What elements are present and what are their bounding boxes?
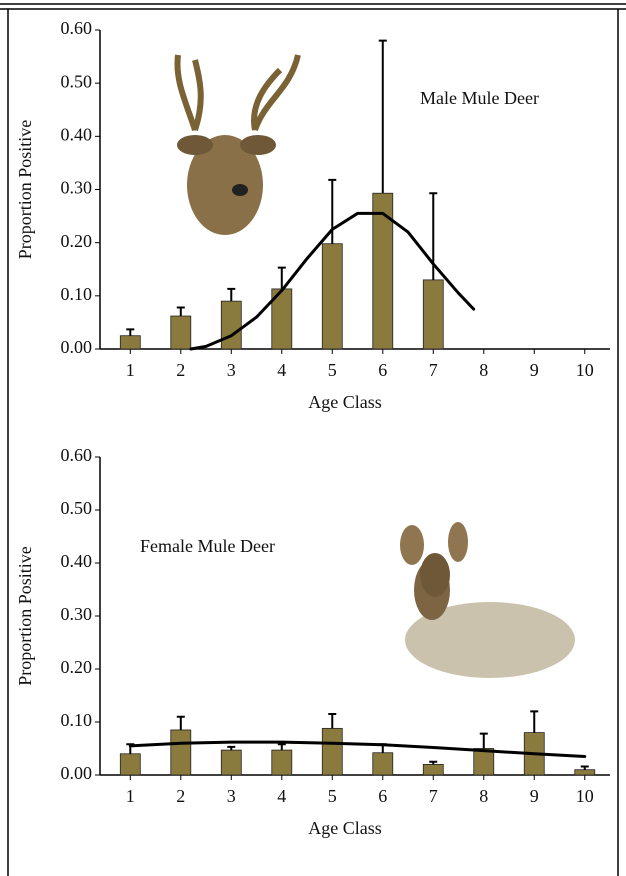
error-bar: [479, 732, 488, 749]
bar: [422, 279, 444, 350]
x-axis-label: Age Class: [308, 818, 382, 838]
error-bar: [277, 743, 286, 751]
y-tick-label: 0.30: [61, 604, 93, 624]
y-tick-label: 0.20: [61, 231, 93, 251]
y-tick-label: 0.50: [61, 498, 93, 518]
x-tick-label: 3: [227, 786, 236, 806]
y-tick-label: 0.60: [61, 18, 93, 38]
y-axis-label: Proportion Positive: [15, 120, 35, 260]
error-bar: [227, 745, 236, 751]
bar: [119, 753, 141, 776]
y-tick-label: 0.20: [61, 657, 93, 677]
y-tick-label: 0.50: [61, 71, 93, 91]
x-tick-label: 2: [176, 786, 185, 806]
error-bar: [530, 710, 539, 733]
y-tick-label: 0.40: [61, 551, 93, 571]
y-tick-label: 0.00: [61, 763, 93, 783]
bar: [321, 727, 343, 776]
fit-curve: [128, 740, 587, 758]
y-axis-label: Proportion Positive: [15, 546, 35, 686]
chart-title: Female Mule Deer: [140, 536, 275, 556]
x-tick-label: 8: [479, 786, 488, 806]
error-bar: [227, 287, 236, 302]
x-tick-label: 10: [576, 360, 594, 380]
x-tick-label: 1: [126, 786, 135, 806]
bar: [220, 749, 242, 776]
fit-curve: [189, 211, 476, 351]
bar: [170, 315, 192, 350]
bar: [372, 752, 394, 776]
bar: [220, 300, 242, 350]
buck-illustration: [174, 54, 301, 235]
x-tick-label: 8: [479, 360, 488, 380]
error-bar: [328, 178, 337, 244]
y-tick-label: 0.60: [61, 445, 93, 465]
x-tick-label: 9: [530, 360, 539, 380]
bar: [372, 192, 394, 350]
error-bar: [277, 266, 286, 289]
y-tick-label: 0.40: [61, 124, 93, 144]
x-tick-label: 1: [126, 360, 135, 380]
x-tick-label: 4: [277, 360, 286, 380]
bar: [574, 769, 596, 776]
bar: [321, 243, 343, 350]
error-bar: [580, 765, 589, 770]
error-bar: [176, 306, 185, 317]
x-tick-label: 5: [328, 786, 337, 806]
error-bar: [176, 715, 185, 730]
y-tick-label: 0.10: [61, 284, 93, 304]
y-tick-label: 0.10: [61, 710, 93, 730]
x-tick-label: 6: [378, 786, 387, 806]
bar: [422, 764, 444, 776]
x-tick-label: 7: [429, 786, 438, 806]
error-bar: [429, 760, 438, 765]
bar: [170, 729, 192, 776]
error-bar: [378, 39, 387, 194]
error-bar: [126, 328, 135, 336]
x-tick-label: 9: [530, 786, 539, 806]
error-bar: [328, 713, 337, 729]
chart-title: Male Mule Deer: [420, 88, 539, 108]
doe-illustration: [400, 522, 575, 678]
y-tick-label: 0.30: [61, 178, 93, 198]
x-tick-label: 4: [277, 786, 286, 806]
y-tick-label: 0.00: [61, 337, 93, 357]
bar: [119, 335, 141, 350]
x-tick-label: 7: [429, 360, 438, 380]
x-tick-label: 2: [176, 360, 185, 380]
x-tick-label: 3: [227, 360, 236, 380]
bar: [271, 749, 293, 776]
x-tick-label: 6: [378, 360, 387, 380]
x-axis-label: Age Class: [308, 392, 382, 412]
x-tick-label: 10: [576, 786, 594, 806]
x-tick-label: 5: [328, 360, 337, 380]
